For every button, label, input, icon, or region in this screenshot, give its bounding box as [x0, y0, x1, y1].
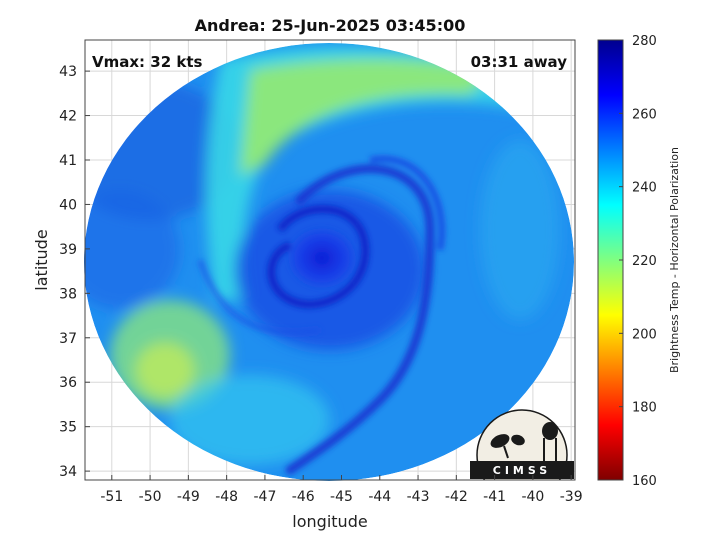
logo-text: CIMSS [493, 464, 551, 477]
y-axis-ticks: 34 35 36 37 38 39 40 41 42 43 [59, 64, 90, 480]
colorbar-tick-label: 180 [632, 401, 657, 416]
plot-area: CIMSS Vmax: 32 kts 03:31 away [84, 39, 576, 481]
spiral-band-north [369, 155, 445, 251]
water-tower-icon [542, 422, 558, 462]
x-tick-label: -40 [521, 489, 544, 505]
colorbar-tick-label: 200 [632, 327, 657, 342]
colorbar-label: Brightness Temp - Horizontal Polarizatio… [668, 147, 681, 373]
x-tick-label: -50 [139, 489, 162, 505]
figure-title: Andrea: 25-Jun-2025 03:45:00 [195, 16, 466, 35]
colorbar-bar [597, 39, 624, 481]
x-tick-label: -46 [292, 489, 315, 505]
x-tick-label: -43 [407, 489, 430, 505]
time-away-label: 03:31 away [471, 53, 568, 71]
y-tick-label: 34 [59, 464, 77, 480]
building-icon [470, 461, 574, 479]
x-axis-ticks: -51 -50 -49 -48 -47 -46 -45 -44 -43 -42 -41 -40 -39 [100, 475, 583, 505]
colorbar-tick-label: 160 [632, 474, 657, 489]
y-tick-label: 40 [59, 197, 77, 213]
cimss-logo: CIMSS [470, 409, 574, 480]
spiral-band-inner [267, 205, 370, 309]
y-axis-label: latitude [32, 229, 51, 290]
x-tick-label: -44 [368, 489, 391, 505]
x-tick-label: -39 [560, 489, 583, 505]
colorbar-tick-label: 220 [632, 254, 657, 269]
x-tick-label: -47 [253, 489, 276, 505]
y-tick-label: 36 [59, 375, 77, 391]
x-tick-label: -45 [330, 489, 353, 505]
x-tick-label: -42 [445, 489, 468, 505]
colorbar: 160 180 200 220 240 260 280 Brightness Temp - … [597, 34, 681, 489]
colorbar-tick-label: 280 [632, 34, 657, 49]
x-tick-label: -51 [100, 489, 123, 505]
x-tick-label: -41 [483, 489, 506, 505]
yellow-green-band [240, 58, 490, 175]
colorbar-tick-label: 260 [632, 107, 657, 122]
satellite-swath [84, 43, 574, 481]
y-tick-label: 39 [59, 242, 77, 258]
spiral-band-west [197, 259, 321, 336]
colorbar-tick-label: 240 [632, 181, 657, 196]
spiral-band-outer [285, 164, 435, 475]
colorbar-ticks: 160 180 200 220 240 260 280 [619, 34, 657, 489]
y-tick-label: 41 [59, 153, 77, 169]
x-axis-label: longitude [292, 512, 367, 531]
y-tick-label: 43 [59, 64, 77, 80]
vmax-label: Vmax: 32 kts [92, 53, 202, 71]
cyan-patch-east [480, 140, 560, 320]
plot-frame [84, 39, 576, 481]
cyan-patch-south [170, 375, 330, 465]
y-tick-label: 42 [59, 109, 77, 125]
y-tick-label: 38 [59, 286, 77, 302]
x-tick-label: -48 [215, 489, 238, 505]
y-tick-label: 37 [59, 331, 77, 347]
cloud-band-west [84, 190, 180, 310]
satellite-dish-icon [490, 434, 525, 459]
warm-patch-southwest-core [135, 342, 195, 398]
y-tick-label: 35 [59, 420, 77, 436]
storm-eye-region [286, 226, 358, 290]
x-tick-label: -49 [177, 489, 200, 505]
